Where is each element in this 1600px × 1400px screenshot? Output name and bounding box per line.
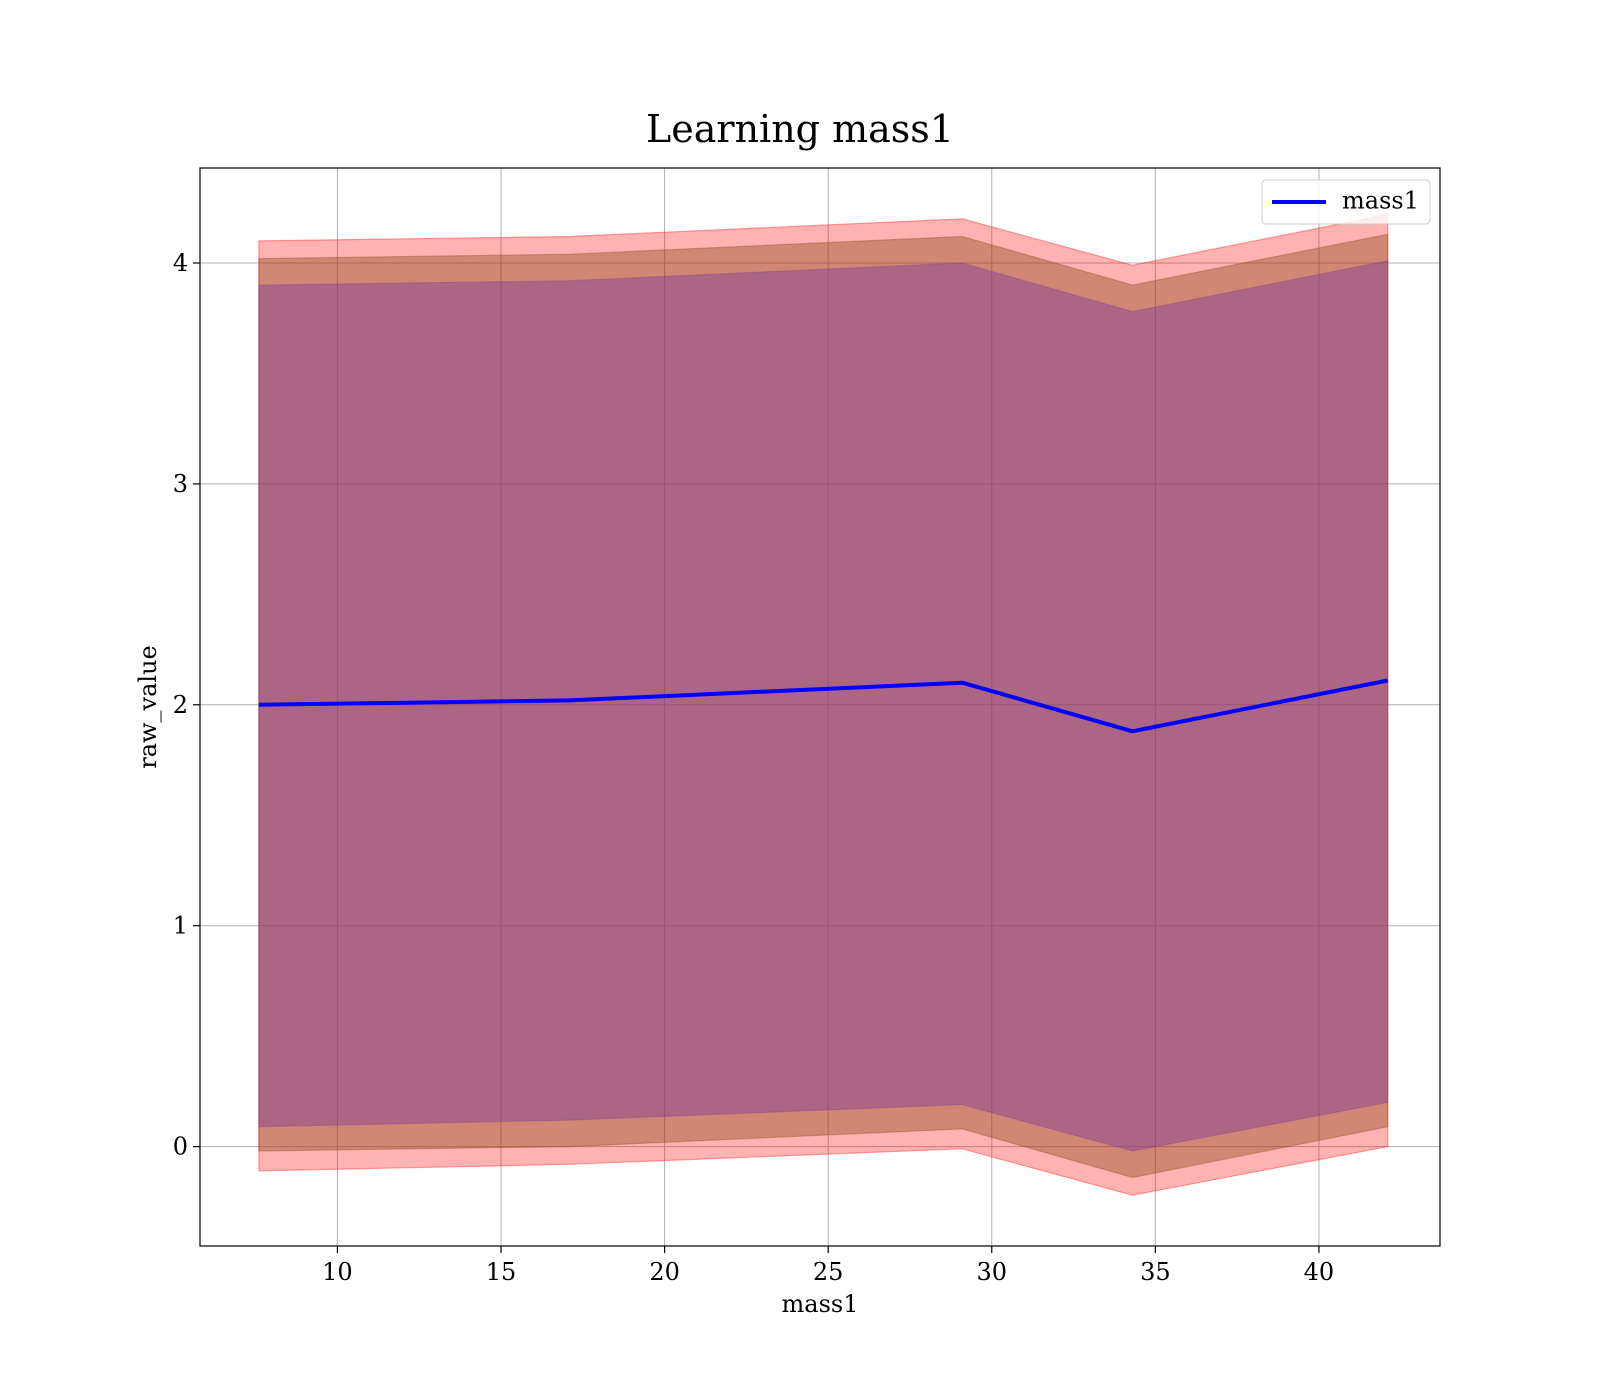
legend-label-mass1: mass1 <box>1342 187 1419 215</box>
y-tick-label-1: 1 <box>173 912 188 940</box>
x-tick-label-10: 10 <box>322 1258 353 1286</box>
band-inner <box>258 260 1389 1152</box>
series-line-mass1 <box>258 678 1389 734</box>
x-tick-label-40: 40 <box>1304 1258 1335 1286</box>
legend-box <box>1261 179 1431 225</box>
x-tick-label-35: 35 <box>1140 1258 1171 1286</box>
x-tick-label-15: 15 <box>486 1258 517 1286</box>
x-axis-label: mass1 <box>782 1290 859 1318</box>
y-tick-label-4: 4 <box>173 249 188 277</box>
legend: mass1 <box>1261 179 1431 225</box>
chart-title: Learning mass1 <box>646 107 954 151</box>
series-lines <box>258 678 1389 734</box>
x-tick-label-30: 30 <box>976 1258 1007 1286</box>
y-tick-label-0: 0 <box>173 1133 188 1161</box>
axis-ticks: 10 15 20 25 30 35 40 0 1 2 3 4 <box>173 249 1334 1286</box>
plot-frame <box>199 167 1441 1247</box>
x-tick-label-20: 20 <box>649 1258 680 1286</box>
grid-layer <box>200 168 1440 1246</box>
x-tick-label-25: 25 <box>813 1258 844 1286</box>
confidence-bands <box>258 213 1389 1196</box>
y-axis-label: raw_value <box>134 645 162 769</box>
band-outer <box>258 213 1389 1196</box>
y-tick-label-2: 2 <box>173 691 188 719</box>
y-tick-label-3: 3 <box>173 470 188 498</box>
band-middle <box>258 233 1389 1179</box>
